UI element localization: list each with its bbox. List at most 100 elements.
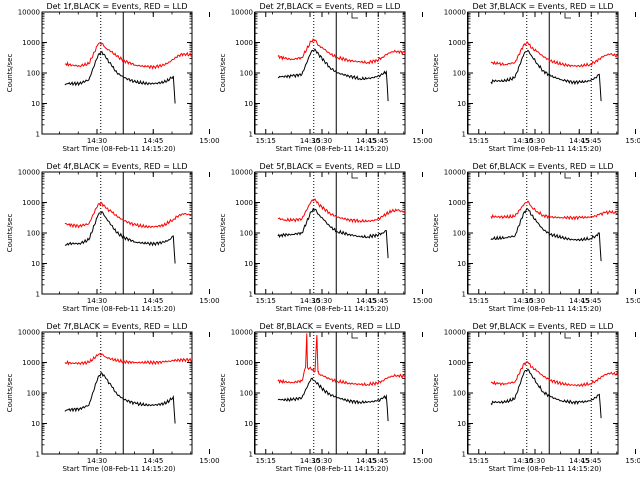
xtick-label: 15:00 xyxy=(625,137,640,145)
bracket-mark xyxy=(564,173,571,179)
panel-det-8: Det 8f,BLACK = Events, RED = LLD 1 10 100 10… xyxy=(219,322,601,473)
xtick-label: 15:00 xyxy=(412,137,432,145)
x-axis-label: Start Time (08-Feb-11 14:15:20) xyxy=(62,305,175,313)
xtick-label: 14:30 xyxy=(87,137,107,145)
y-axis-label: Counts/sec xyxy=(6,214,14,253)
plot-frame xyxy=(467,171,619,295)
bracket-mark xyxy=(564,333,571,339)
panel-title: Det 4f,BLACK = Events, RED = LLD xyxy=(46,162,187,171)
xtick-label: 14:45 xyxy=(569,457,589,465)
xtick-label: 15:15 xyxy=(469,137,489,145)
panel-title: Det 9f,BLACK = Events, RED = LLD xyxy=(472,322,613,331)
x-axis-label: Start Time (08-Feb-11 14:15:20) xyxy=(275,305,388,313)
ytick-label: 1000 xyxy=(448,39,466,47)
ytick-label: 100 xyxy=(453,70,466,78)
series-lld-line xyxy=(490,40,619,68)
ytick-label: 10000 xyxy=(231,329,253,337)
ytick-label: 100 xyxy=(240,230,253,238)
ytick-label: 1 xyxy=(249,451,253,459)
y-axis-label: Counts/sec xyxy=(432,374,440,413)
ytick-label: 1 xyxy=(462,451,466,459)
xtick-label: 15:00 xyxy=(625,297,640,305)
panel-det-7: Det 7f,BLACK = Events, RED = LLD 1 10 100 10… xyxy=(6,322,388,473)
y-axis-label: Counts/sec xyxy=(219,374,227,413)
plot-frame xyxy=(254,11,406,135)
series-lld-line xyxy=(64,201,193,229)
xtick-label: 14:30 xyxy=(87,297,107,305)
ytick-label: 10 xyxy=(244,420,253,428)
ytick-label: 100 xyxy=(240,390,253,398)
series-lld-line xyxy=(64,353,193,366)
xtick-label: 15:45 xyxy=(581,297,601,305)
ytick-label: 1000 xyxy=(235,39,253,47)
xtick-label: 14:30 xyxy=(300,297,320,305)
series-events-line xyxy=(490,207,602,262)
panel-title: Det 1f,BLACK = Events, RED = LLD xyxy=(46,2,187,11)
ytick-label: 10000 xyxy=(231,169,253,177)
panel-det-1: Det 1f,BLACK = Events, RED = LLD 1 10 100 10… xyxy=(6,2,388,153)
panel-det-6: Det 6f,BLACK = Events, RED = LLD 1 10 100 10… xyxy=(432,162,640,313)
panel-det-9: Det 9f,BLACK = Events, RED = LLD 1 10 100 10… xyxy=(432,322,640,473)
xtick-label: 15:30 xyxy=(312,457,332,465)
y-axis-label: Counts/sec xyxy=(432,54,440,93)
xtick-label: 15:00 xyxy=(199,457,219,465)
bracket-mark xyxy=(351,173,358,179)
series-lld-line xyxy=(277,38,406,65)
panel-title: Det 7f,BLACK = Events, RED = LLD xyxy=(46,322,187,331)
panel-title: Det 3f,BLACK = Events, RED = LLD xyxy=(472,2,613,11)
ytick-label: 1000 xyxy=(22,39,40,47)
xtick-label: 15:45 xyxy=(368,137,388,145)
series-events-line xyxy=(277,207,389,259)
xtick-label: 14:30 xyxy=(300,137,320,145)
y-axis-label: Counts/sec xyxy=(432,214,440,253)
panel-det-2: Det 2f,BLACK = Events, RED = LLD 1 10 100 10… xyxy=(219,2,601,153)
ytick-label: 100 xyxy=(240,70,253,78)
xtick-label: 14:45 xyxy=(356,137,376,145)
xtick-label: 14:45 xyxy=(143,457,163,465)
series-events-line xyxy=(64,372,176,424)
panel-title: Det 5f,BLACK = Events, RED = LLD xyxy=(259,162,400,171)
xtick-label: 15:30 xyxy=(312,297,332,305)
xtick-label: 14:45 xyxy=(569,297,589,305)
bracket-mark xyxy=(351,13,358,19)
x-axis-label: Start Time (08-Feb-11 14:15:20) xyxy=(62,145,175,153)
plot-frame xyxy=(41,331,193,455)
xtick-label: 15:00 xyxy=(412,297,432,305)
plot-frame xyxy=(254,331,406,455)
xtick-label: 15:15 xyxy=(469,457,489,465)
series-lld-line xyxy=(64,42,193,70)
ytick-label: 1000 xyxy=(448,199,466,207)
ytick-label: 100 xyxy=(453,230,466,238)
panel-det-4: Det 4f,BLACK = Events, RED = LLD 1 10 100 10… xyxy=(6,162,388,313)
ytick-label: 10000 xyxy=(444,9,466,17)
ytick-label: 1 xyxy=(36,131,40,139)
ytick-label: 10 xyxy=(457,420,466,428)
xtick-label: 14:45 xyxy=(356,297,376,305)
series-events-line xyxy=(64,210,176,264)
ytick-label: 10 xyxy=(244,100,253,108)
series-events-line xyxy=(490,49,602,102)
series-events-line xyxy=(490,368,602,419)
y-axis-label: Counts/sec xyxy=(219,54,227,93)
ytick-label: 10000 xyxy=(18,9,40,17)
panel-det-3: Det 3f,BLACK = Events, RED = LLD 1 10 100 10… xyxy=(432,2,640,153)
x-axis-label: Start Time (08-Feb-11 14:15:20) xyxy=(488,465,601,473)
series-lld-line xyxy=(490,200,619,221)
xtick-label: 14:45 xyxy=(356,457,376,465)
ytick-label: 100 xyxy=(27,70,40,78)
xtick-label: 15:45 xyxy=(368,457,388,465)
xtick-label: 15:45 xyxy=(581,457,601,465)
ytick-label: 1000 xyxy=(235,199,253,207)
xtick-label: 14:30 xyxy=(513,457,533,465)
ytick-label: 10000 xyxy=(231,9,253,17)
series-lld-line xyxy=(277,198,405,224)
ytick-label: 1 xyxy=(36,451,40,459)
series-lld-line xyxy=(490,360,619,388)
series-events-line xyxy=(64,51,176,104)
ytick-label: 1000 xyxy=(235,359,253,367)
xtick-label: 15:30 xyxy=(525,457,545,465)
ytick-label: 1000 xyxy=(448,359,466,367)
panel-title: Det 2f,BLACK = Events, RED = LLD xyxy=(259,2,400,11)
xtick-label: 15:30 xyxy=(525,137,545,145)
xtick-label: 14:30 xyxy=(87,457,107,465)
